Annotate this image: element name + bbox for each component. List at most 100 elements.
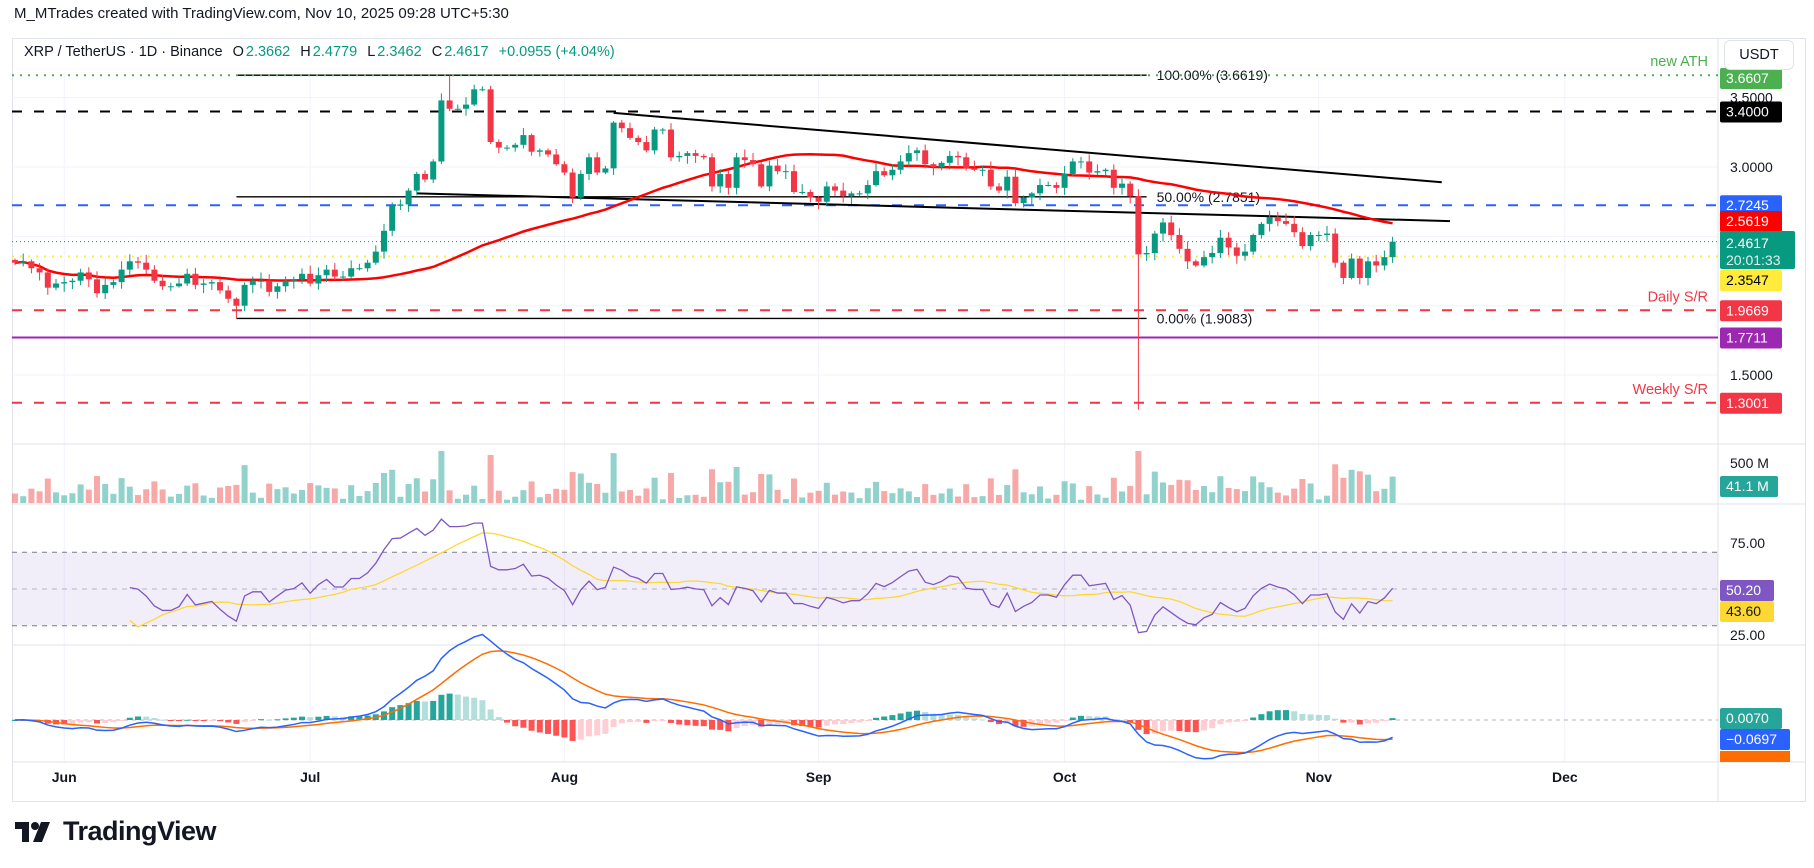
candle xyxy=(1242,243,1248,261)
macd-histogram-bar xyxy=(258,719,264,721)
candle xyxy=(897,155,904,175)
macd-histogram-bar xyxy=(528,720,535,731)
candle-body xyxy=(110,282,117,285)
macd-histogram-bar xyxy=(1176,720,1183,731)
volume-bar xyxy=(315,485,322,503)
candle-body xyxy=(684,153,691,156)
macd-histogram-bar xyxy=(1250,717,1257,720)
volume-bar xyxy=(864,488,871,503)
volume-bar xyxy=(1250,476,1257,503)
price-level-badge-text: 3.6607 xyxy=(1726,70,1769,86)
macd-histogram-bar xyxy=(897,713,904,720)
candle xyxy=(791,164,797,194)
macd-histogram-bar xyxy=(864,720,871,721)
sma-value-badge: 2.5619 xyxy=(1720,211,1782,232)
change-value: +0.0955 (+4.04%) xyxy=(498,44,615,60)
macd-histogram-bar xyxy=(413,700,420,720)
macd-histogram-bar xyxy=(536,720,543,733)
candle-body xyxy=(799,191,806,193)
macd-histogram-bar xyxy=(126,717,133,720)
volume-bar xyxy=(1340,477,1347,503)
candle xyxy=(979,165,986,177)
volume-bar xyxy=(643,488,650,503)
candle-body xyxy=(774,165,781,172)
macd-histogram-bar xyxy=(225,720,232,723)
volume-bar xyxy=(1119,491,1125,503)
candle-body xyxy=(1045,185,1052,187)
macd-histogram-bar xyxy=(1340,720,1347,723)
volume-bar xyxy=(1242,491,1248,503)
volume-bar xyxy=(1102,497,1109,503)
macd-histogram-bar xyxy=(1266,711,1273,720)
candle-body xyxy=(135,261,141,263)
candle-body xyxy=(446,100,453,109)
macd-histogram-bar xyxy=(1078,715,1084,720)
macd-histogram-bar xyxy=(200,720,207,721)
macd-histogram-bar xyxy=(668,720,674,723)
candle-body xyxy=(1086,161,1093,173)
volume-bar xyxy=(725,481,732,503)
macd-signal-line xyxy=(14,650,1393,754)
chart-frame xyxy=(12,38,1806,802)
candle xyxy=(561,161,568,176)
candle-body xyxy=(832,186,838,191)
candle xyxy=(1028,191,1035,205)
candle xyxy=(1045,181,1052,187)
candle-body xyxy=(1020,197,1027,204)
macd-histogram-bar xyxy=(1283,710,1289,720)
candle xyxy=(290,276,297,289)
volume-bar xyxy=(586,482,592,503)
volume-bar xyxy=(159,489,166,503)
candle xyxy=(1020,195,1027,208)
macd-histogram-bar xyxy=(1069,717,1076,720)
macd-histogram-bar xyxy=(135,716,141,720)
open-value: 2.3662 xyxy=(245,44,291,60)
candle-body xyxy=(413,173,420,191)
candle xyxy=(184,268,191,287)
volume-bar xyxy=(20,496,27,503)
candle xyxy=(1291,215,1298,238)
candle-body xyxy=(520,135,527,145)
candle xyxy=(77,268,84,286)
volume-bar xyxy=(700,496,707,503)
volume-bar xyxy=(405,484,412,503)
volume-bar xyxy=(856,498,863,503)
volume-bar xyxy=(1053,494,1060,503)
candle xyxy=(700,153,707,160)
candle xyxy=(1135,189,1142,410)
symbol-title[interactable]: XRP / TetherUS · 1D · Binance xyxy=(24,44,223,60)
volume-bar xyxy=(1266,487,1273,503)
candle-body xyxy=(94,279,100,294)
macd-histogram-bar xyxy=(348,716,355,720)
candle-body xyxy=(1209,252,1216,258)
volume-bar xyxy=(520,490,527,503)
volume-bar xyxy=(1037,486,1043,503)
macd-histogram-bar xyxy=(676,720,683,725)
volume-bar xyxy=(463,494,469,503)
currency-button[interactable]: USDT xyxy=(1724,40,1794,70)
candle-body xyxy=(118,269,125,283)
candle xyxy=(1307,231,1314,251)
candle-body xyxy=(200,283,207,285)
macd-histogram-bar xyxy=(454,694,461,720)
macd-histogram-bar xyxy=(1291,711,1298,720)
candle xyxy=(1274,211,1281,227)
time-tick-label: Dec xyxy=(1552,769,1578,785)
volume-bar xyxy=(110,493,117,503)
macd-histogram-bar xyxy=(938,714,945,720)
volume-bar xyxy=(1291,488,1298,503)
candle xyxy=(176,276,182,288)
volume-bar xyxy=(1086,486,1093,503)
candle-body xyxy=(741,157,748,161)
candle-body xyxy=(364,262,371,269)
price-level-badge-text: 2.7245 xyxy=(1726,197,1769,213)
candle xyxy=(28,259,35,274)
price-level-badge: 1.3001 xyxy=(1720,392,1782,414)
price-level-badge-bg xyxy=(1720,327,1782,349)
volume-bar xyxy=(1389,476,1396,503)
volume-bar xyxy=(282,487,289,503)
macd-histogram-bar xyxy=(553,720,560,736)
candle-body xyxy=(946,155,953,163)
candle-body xyxy=(307,273,314,284)
